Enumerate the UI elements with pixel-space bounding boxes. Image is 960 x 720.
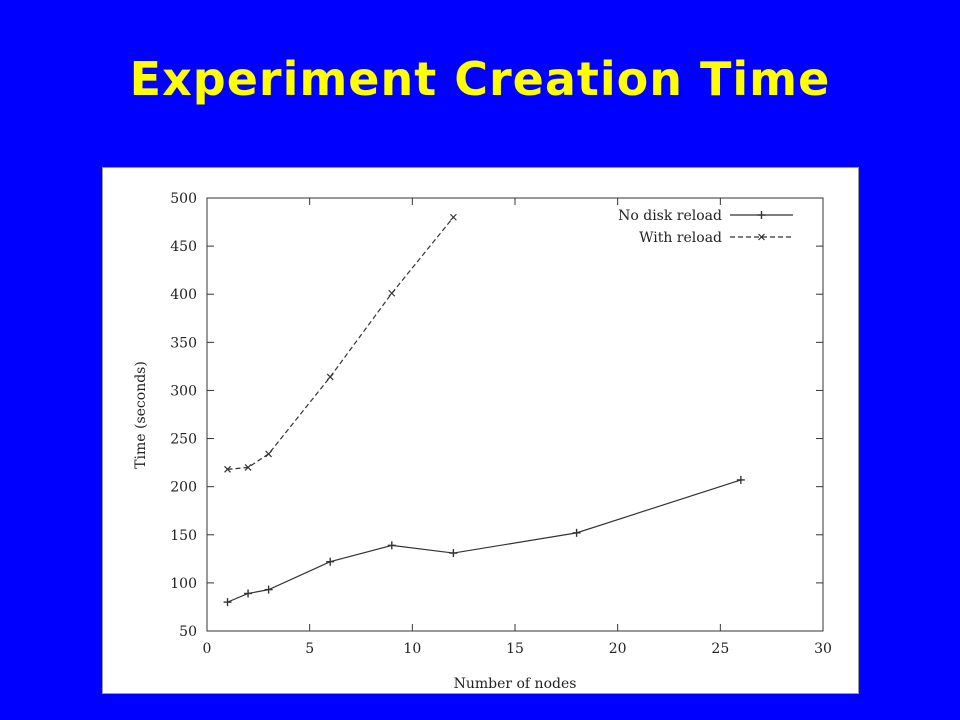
data-point	[388, 289, 396, 297]
y-tick-label: 50	[179, 624, 197, 640]
x-tick-label: 30	[814, 641, 832, 657]
x-tick-label: 15	[506, 641, 524, 657]
series-line-no-disk-reload	[227, 479, 742, 603]
axis-ticks: 0 5 10 15 20 25 30 50 100 150 200 250 300 350 400 450 50…	[170, 191, 832, 657]
slide-title: Experiment Creation Time	[129, 52, 831, 106]
y-tick-label: 400	[170, 287, 197, 303]
x-axis-title: Number of nodes	[454, 676, 577, 692]
legend-marker	[757, 211, 766, 219]
chart-frame: 0 5 10 15 20 25 30 50 100 150 200 250 300 350 400 450 50…	[102, 167, 859, 694]
legend: No disk reload With reload	[618, 208, 793, 246]
data-point	[244, 463, 252, 471]
x-tick-label: 10	[403, 641, 421, 657]
series-layer	[223, 213, 745, 607]
data-point	[387, 541, 396, 550]
data-point	[265, 450, 273, 458]
legend-entry-label: No disk reload	[618, 208, 722, 224]
y-tick-label: 450	[170, 239, 197, 255]
legend-entry-label: With reload	[639, 230, 722, 246]
data-point	[223, 598, 232, 607]
legend-marker	[758, 233, 765, 241]
data-point	[572, 528, 581, 537]
y-tick-label: 350	[170, 335, 197, 351]
data-point	[736, 475, 745, 484]
series-line-with-reload	[227, 216, 454, 470]
line-chart: 0 5 10 15 20 25 30 50 100 150 200 250 300 350 400 450 50…	[133, 191, 832, 692]
y-tick-label: 250	[170, 432, 197, 448]
data-point	[449, 213, 457, 221]
data-point	[224, 465, 231, 473]
y-tick-label: 150	[170, 528, 197, 544]
y-axis-title: Time (seconds)	[133, 361, 149, 469]
y-tick-label: 500	[170, 191, 197, 207]
x-tick-label: 20	[609, 641, 627, 657]
y-tick-label: 200	[170, 480, 197, 496]
y-tick-label: 100	[170, 576, 197, 592]
x-tick-label: 5	[305, 641, 314, 657]
x-tick-label: 25	[711, 641, 729, 657]
plot-area	[206, 197, 824, 632]
data-point	[326, 557, 335, 566]
data-point	[326, 373, 334, 381]
y-tick-label: 300	[170, 383, 197, 399]
data-point	[449, 549, 458, 558]
data-point	[244, 589, 253, 598]
data-point	[264, 585, 273, 594]
x-tick-label: 0	[203, 641, 212, 657]
